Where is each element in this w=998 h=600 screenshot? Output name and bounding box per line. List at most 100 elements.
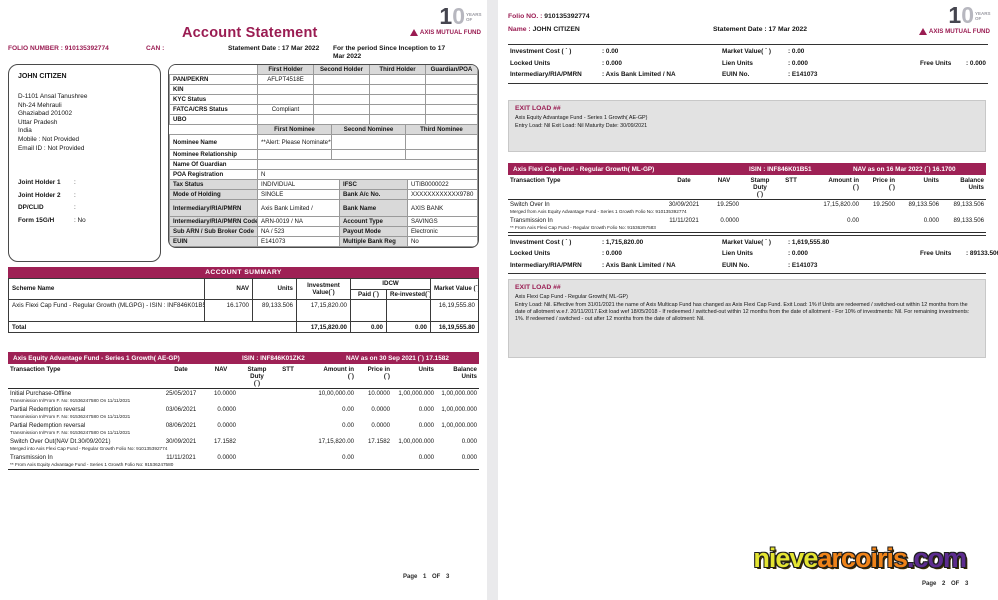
exit-load-title: EXIT LOAD ## (515, 284, 561, 291)
watermark-part-2: arcoiris (817, 543, 908, 573)
txn-nav: 17.1582 (213, 437, 236, 445)
nominee-row-label: Nominee Name (169, 134, 258, 150)
page-title: Account Statement (182, 25, 318, 41)
transaction-note-row: Merged into Axis Flexi Cap Fund - Regula… (8, 446, 479, 453)
transaction-note-row: ** From Axis Equity Advantage Fund - Ser… (8, 462, 479, 470)
bank-detail-value: SAVINGS (407, 216, 478, 227)
kyc-row: FATCA/CRS Status Compliant (169, 104, 478, 115)
joint-holder-label: Joint Holder 1 (18, 179, 61, 187)
kyc-cell (257, 84, 314, 95)
txn-col-header: NAV (707, 175, 741, 200)
txn-units: 0.000 (418, 453, 434, 461)
exit-load-fund: Axis Equity Advantage Fund - Series 1 Gr… (515, 115, 648, 121)
watermark: nievearcoiris.com (753, 543, 967, 574)
joint-holder-value: : (74, 204, 76, 212)
txn-nav: 0.0000 (217, 453, 236, 461)
nominee-row: Nominee Name **Alert: Please Nominate** (169, 134, 478, 150)
transaction-table: Transaction Type Date NAV Stamp Duty (`) STT A… (508, 175, 986, 233)
investor-name-line: Name : JOHN CITIZEN (508, 26, 580, 33)
txn-stamp (238, 437, 276, 446)
summary-l2: Market Value( ` ) (722, 48, 772, 55)
txn-stt (779, 216, 803, 225)
summary-v2: : E141073 (788, 71, 818, 78)
summary-l3 (920, 48, 966, 57)
bank-detail-value: NA / 523 (257, 226, 340, 237)
bank-detail-label: Mode of Holding (169, 189, 258, 200)
scheme-name: Axis Equity Advantage Fund - Series 1 Gr… (13, 354, 180, 362)
transaction-row: Partial Redemption reversal 03/06/2021 0.0… (8, 405, 479, 414)
txn-nav: 10.0000 (213, 389, 236, 397)
kyc-row: KYC Status (169, 94, 478, 105)
holder-header-row: First Holder Second Holder Third Holder … (169, 65, 478, 75)
transaction-row: Transmission In 11/11/2021 0.0000 0.00 0.000… (508, 216, 986, 225)
joint-holder-row: Form 15G/H: No (18, 215, 151, 228)
transaction-note-row: ** From Axis Flexi Cap Fund - Regular Gr… (508, 225, 986, 233)
txn-balance: 1,00,000.000 (441, 405, 477, 413)
txn-col-header: Units (392, 364, 436, 389)
txn-note: Merged from Axis Equity Advantage Fund -… (510, 208, 687, 214)
txn-balance: 0.000 (461, 437, 477, 445)
watermark-part-3: .com (906, 543, 967, 573)
txn-units: 1,00,000.000 (398, 437, 434, 445)
logo-caption: YEARS OF (466, 12, 482, 22)
summary-l2: Lien Units (722, 59, 753, 67)
folio-value: 910135392774 (544, 13, 590, 20)
address-line: D-1101 Ansal Tanushree (18, 93, 88, 100)
summary-total-label: Total (8, 321, 297, 333)
guardian-row-label: Name Of Guardian (169, 159, 258, 170)
txn-balance: 1,00,000.000 (441, 421, 477, 429)
bank-detail-label: IFSC (339, 179, 408, 190)
txn-type: Transmission In (10, 453, 53, 461)
summary-l3: Free Units (920, 250, 952, 257)
txn-balance: 0.000 (461, 453, 477, 461)
summary-v1: : 0.00 (602, 48, 619, 55)
summary-l1: Locked Units (510, 59, 551, 67)
summary-v2: : 1,619,555.80 (788, 238, 830, 246)
exit-load-box-1: EXIT LOAD ## Axis Equity Advantage Fund … (508, 100, 986, 152)
folio-label: Folio NO. : (508, 13, 543, 20)
txn-stt (276, 421, 300, 430)
scheme-nav: NAV as on 16 Mar 2022 (`) 16.1700 (853, 165, 956, 173)
summary-l1: Investment Cost ( ` ) (510, 48, 572, 55)
txn-amount: 17,15,820.00 (823, 200, 859, 208)
joint-holder-row: Joint Holder 2: (18, 190, 151, 203)
axis-brand-line: AXIS MUTUAL FUND (898, 28, 990, 35)
kyc-row-label: UBO (169, 114, 258, 125)
address-line: Uttar Pradesh (18, 118, 58, 126)
kyc-cell (425, 74, 478, 85)
col-idcw-paid: Paid (`) (350, 288, 387, 300)
bank-detail-row: Intermediary/RIA/PMRN Code ARN-0019 / NA A… (169, 216, 478, 227)
bank-detail-label: Bank Name (339, 199, 408, 217)
txn-stamp (238, 405, 276, 414)
txn-price: 10.0000 (367, 389, 390, 397)
kyc-row: UBO (169, 114, 478, 125)
txn-col-header: Stamp Duty (`) (741, 175, 779, 200)
address-line: Ghaziabad 201002 (18, 110, 73, 118)
watermark-part-1: nieve (753, 543, 818, 573)
kyc-row: KIN (169, 84, 478, 95)
statement-page-2: Folio NO. : 910135392774 Name : JOHN CIT… (498, 0, 998, 600)
txn-col-header: Stamp Duty (`) (238, 364, 276, 389)
txn-price (861, 216, 897, 225)
txn-col-header: Transaction Type (8, 364, 158, 389)
transaction-row: Initial Purchase-Offline 25/05/2017 10.000… (8, 389, 479, 398)
bank-detail-row: Intermediary/RIA/PMRN Axis Bank Limited /… (169, 199, 478, 217)
bank-detail-label: Intermediary/RIA/PMRN (169, 199, 258, 217)
txn-nav: 19.2500 (716, 200, 739, 208)
page-gutter (487, 0, 498, 600)
kyc-cell (425, 104, 478, 115)
exit-load-title: EXIT LOAD ## (515, 105, 561, 112)
axis-logo-triangle-icon (918, 28, 927, 35)
summary-l3 (920, 239, 966, 248)
joint-holder-row: DP/CLID: (18, 202, 151, 215)
txn-col-header: Date (158, 364, 204, 389)
summary-scheme: Axis Flexi Cap Fund - Regular Growth (ML… (8, 299, 205, 322)
summary-v1: : 1,715,820.00 (602, 238, 644, 246)
kyc-cell (369, 74, 426, 85)
txn-stt (276, 437, 300, 446)
col-second-holder: Second Holder (313, 65, 370, 75)
bank-detail-value: UTIB0000022 (407, 179, 478, 190)
summary-l3 (920, 262, 966, 271)
txn-col-header: Date (661, 175, 707, 200)
txn-date: 11/11/2021 (166, 453, 196, 461)
